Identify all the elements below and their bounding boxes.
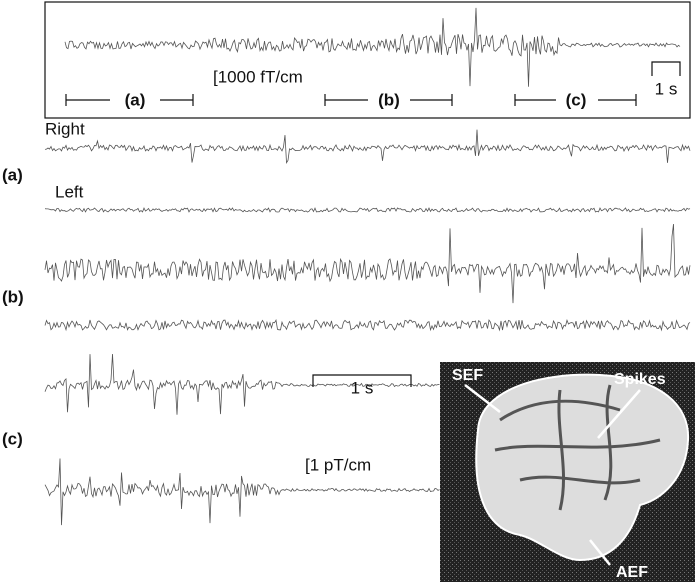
time-bracket — [652, 62, 680, 76]
segment-label: (a) — [125, 90, 146, 109]
brain-label: SEF — [452, 367, 483, 384]
trace — [45, 459, 440, 526]
trace-label: Left — [55, 182, 84, 201]
amplitude-scale: [1 pT/cm — [305, 455, 371, 474]
brain-label: Spikes — [614, 371, 666, 388]
amplitude-scale: [1000 fT/cm — [213, 67, 303, 86]
panel-label: (b) — [2, 287, 24, 306]
panel-label: (a) — [2, 165, 23, 184]
brain-image: SEF Spikes AEF — [440, 362, 695, 582]
trace — [45, 320, 690, 330]
trace — [45, 224, 690, 303]
panel-label: (c) — [2, 429, 23, 448]
time-scale: 1 s — [655, 79, 678, 98]
trace — [45, 208, 690, 212]
figure: (a) (b) (c) [1000 fT/cm 1 s Right Left (… — [0, 0, 695, 582]
brain-label: AEF — [616, 564, 648, 581]
time-scale: 1 s — [351, 378, 374, 397]
segment-label: (b) — [378, 90, 400, 109]
trace-label: Right — [45, 119, 85, 138]
trace — [45, 354, 440, 415]
trace — [65, 8, 680, 87]
trace — [45, 130, 690, 163]
segment-label: (c) — [566, 90, 587, 109]
